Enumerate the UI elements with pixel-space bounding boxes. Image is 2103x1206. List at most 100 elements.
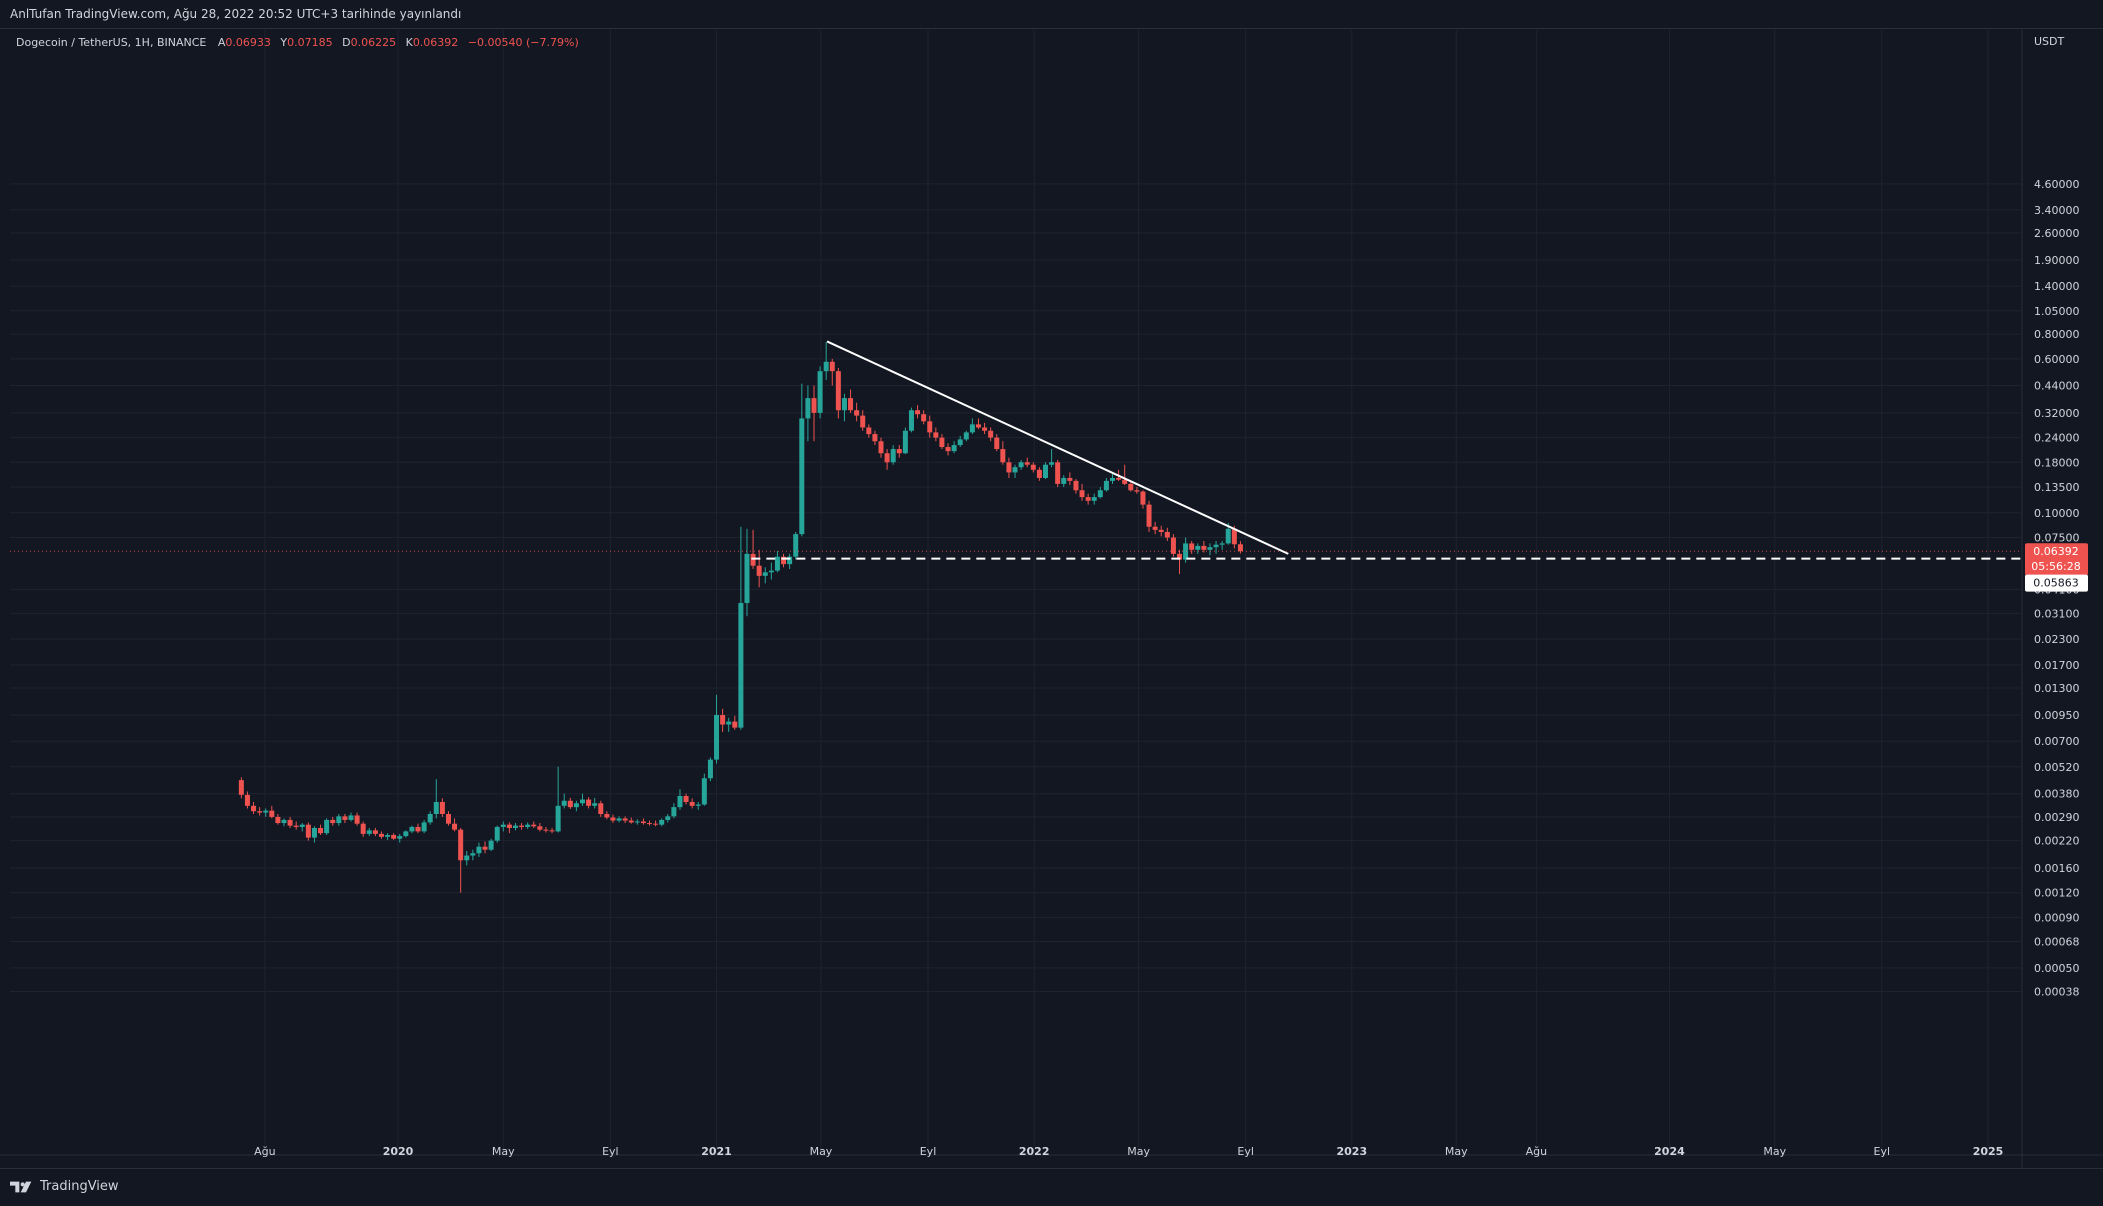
candle-body <box>1164 531 1170 538</box>
candle-up <box>1042 462 1048 480</box>
candle-body <box>238 780 244 795</box>
candle-down <box>378 831 384 839</box>
candle-up <box>348 812 354 822</box>
price-tick-label: 0.32000 <box>2034 407 2080 420</box>
candle-up <box>969 418 975 435</box>
candle-body <box>951 445 957 452</box>
candle-down <box>1067 472 1073 486</box>
candle-down <box>506 822 512 834</box>
publish-info: AnlTufan TradingView.com, Ağu 28, 2022 2… <box>10 7 462 21</box>
candle-body <box>1073 480 1079 491</box>
candle-body <box>640 821 646 824</box>
tradingview-logo-icon <box>10 1181 32 1192</box>
candle-up <box>701 773 707 806</box>
candle-body <box>525 824 531 827</box>
candle-down <box>1079 483 1085 501</box>
candle-up <box>957 435 963 448</box>
price-tick-label: 0.00290 <box>2034 811 2080 824</box>
price-tick-label: 0.00068 <box>2034 936 2080 949</box>
candle-body <box>439 801 445 815</box>
candle-up <box>902 427 908 455</box>
candle-up <box>1207 543 1213 556</box>
candle-down <box>939 434 945 450</box>
candle-body <box>1006 462 1012 473</box>
candle-body <box>512 825 518 828</box>
candle-body <box>257 811 263 813</box>
candle-down <box>683 793 689 805</box>
candle-body <box>573 803 579 808</box>
candle-body <box>896 449 902 454</box>
candle-up <box>817 366 823 419</box>
candle-down <box>1128 480 1134 492</box>
support-price-value: 0.05863 <box>2033 577 2079 590</box>
candle-down <box>415 823 421 834</box>
candle-body <box>701 778 707 805</box>
candle-down <box>756 549 762 588</box>
candle-body <box>1067 477 1073 481</box>
candle-body <box>933 432 939 438</box>
candle-up <box>1097 487 1103 499</box>
candle-body <box>774 556 780 571</box>
time-tick-label: 2021 <box>701 1145 732 1158</box>
candle-body <box>975 424 981 428</box>
candle-up <box>281 818 287 827</box>
candle-body <box>1195 545 1201 550</box>
candle-down <box>330 816 336 826</box>
candle-body <box>939 437 945 448</box>
tradingview-logo[interactable]: TradingView <box>10 1179 119 1194</box>
candle-body <box>251 805 257 812</box>
candle-body <box>695 804 701 806</box>
candle-body <box>445 814 451 824</box>
candle-down <box>452 818 458 832</box>
candle-down <box>1036 467 1042 481</box>
candle-body <box>360 823 366 834</box>
support-price-tag <box>2025 574 2088 592</box>
candle-body <box>1146 504 1152 527</box>
candle-body <box>342 816 348 820</box>
candle-down <box>549 827 555 834</box>
candle-body <box>555 805 561 832</box>
candle-up <box>799 383 805 537</box>
price-tick-label: 0.07500 <box>2034 532 2080 545</box>
candle-down <box>458 827 464 893</box>
candle-body <box>1207 547 1213 550</box>
time-axis[interactable]: Ağu 2020 May Eyl 2021 May Eyl 2022 May Eyl 2023 May… <box>254 1145 2003 1158</box>
candle-body <box>829 361 835 372</box>
candle-down <box>293 821 299 830</box>
legend-change: −0.00540 (−7.79%) <box>468 36 579 49</box>
legend-high-label: Y <box>279 36 287 49</box>
candle-body <box>549 830 555 832</box>
candle-body <box>324 819 330 834</box>
candle-down <box>866 424 872 438</box>
candle-body <box>945 447 951 452</box>
candle-body <box>464 855 470 861</box>
candle-body <box>884 453 890 463</box>
time-tick-label: Ağu <box>254 1145 275 1158</box>
candle-body <box>275 816 281 824</box>
legend-high-value: 0.07185 <box>287 36 333 49</box>
candle-body <box>506 824 512 828</box>
price-axis[interactable]: 4.60000 3.40000 2.60000 1.90000 1.40000 1.050… <box>2034 178 2080 999</box>
chart-background <box>0 29 2103 1168</box>
candle-up <box>695 801 701 810</box>
candle-body <box>403 831 409 837</box>
candle-body <box>647 823 653 825</box>
candle-up <box>409 825 415 834</box>
candle-body <box>1231 528 1237 545</box>
time-tick-label: Eyl <box>1874 1145 1891 1158</box>
legend: Dogecoin / TetherUS, 1H, BINANCE A0.0693… <box>16 36 579 49</box>
price-tick-label: 0.10000 <box>2034 507 2080 520</box>
candle-up <box>427 811 433 825</box>
candle-down <box>1146 500 1152 532</box>
candle-body <box>397 836 403 839</box>
candle-down <box>445 811 451 826</box>
candle-body <box>366 830 372 834</box>
candle-body <box>872 434 878 442</box>
candle-up <box>738 526 744 730</box>
candle-down <box>640 818 646 825</box>
candle-down <box>1000 441 1006 465</box>
time-tick-label: May <box>810 1145 833 1158</box>
candle-body <box>707 759 713 779</box>
time-tick-label: May <box>1763 1145 1786 1158</box>
price-chart[interactable]: 4.60000 3.40000 2.60000 1.90000 1.40000 1.050… <box>0 0 2103 1168</box>
